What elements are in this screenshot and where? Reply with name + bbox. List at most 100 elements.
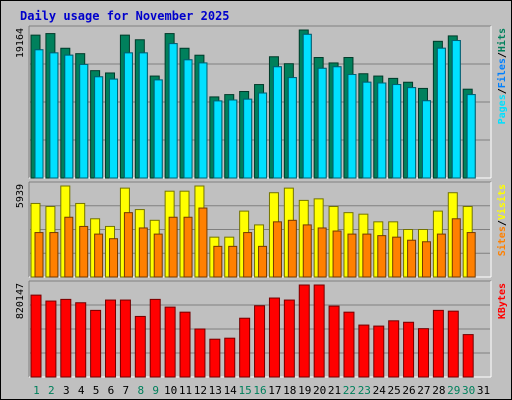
bar-sites-day-27 — [421, 241, 431, 278]
bar-kbytes-day-5 — [90, 309, 102, 378]
series-legend: Sites/Visits — [496, 184, 508, 256]
bar-sites-day-14 — [228, 245, 238, 278]
bar-kbytes-day-30 — [462, 334, 474, 378]
bar-sites-day-25 — [392, 236, 402, 278]
bar-pages-day-15 — [243, 98, 253, 179]
bar-pages-day-2 — [49, 52, 59, 179]
bar-kbytes-day-19 — [298, 284, 310, 378]
y-max-label: 5939 — [15, 184, 26, 208]
bar-kbytes-day-14 — [224, 337, 236, 378]
bar-pages-day-13 — [213, 100, 223, 179]
x-tick-label: 14 — [224, 384, 238, 397]
x-tick-label: 12 — [194, 384, 207, 397]
legend-sites: Sites — [496, 226, 508, 256]
bar-pages-day-6 — [109, 78, 119, 179]
bar-kbytes-day-29 — [447, 310, 459, 378]
bar-pages-day-24 — [377, 82, 387, 179]
x-tick-label: 11 — [179, 384, 192, 397]
x-tick-label: 6 — [108, 384, 115, 397]
bar-kbytes-day-24 — [373, 325, 385, 378]
bar-kbytes-day-1 — [30, 294, 42, 378]
bar-kbytes-day-13 — [209, 338, 221, 378]
x-tick-label: 10 — [164, 384, 177, 397]
bar-sites-day-30 — [466, 232, 476, 278]
bar-kbytes-day-18 — [283, 299, 295, 378]
bar-pages-day-12 — [198, 62, 208, 179]
x-tick-label: 19 — [298, 384, 311, 397]
x-tick-label: 16 — [253, 384, 266, 397]
chart-title: Daily usage for November 2025 — [20, 9, 230, 23]
bar-pages-day-10 — [168, 43, 178, 179]
x-tick-label: 27 — [417, 384, 430, 397]
legend-separator: / — [497, 88, 508, 94]
bar-sites-day-23 — [362, 233, 372, 278]
bar-pages-day-22 — [347, 74, 357, 179]
bar-pages-day-14 — [228, 99, 238, 179]
bar-kbytes-day-26 — [403, 321, 415, 378]
bar-sites-day-3 — [64, 216, 74, 278]
bar-sites-day-6 — [109, 238, 119, 278]
bar-sites-day-2 — [49, 232, 59, 278]
bar-sites-day-11 — [183, 216, 193, 278]
bar-sites-day-5 — [94, 233, 104, 278]
series-legend: Pages/Files/Hits — [496, 28, 508, 124]
bar-pages-day-28 — [436, 47, 446, 179]
x-tick-label: 15 — [238, 384, 251, 397]
legend-files: Files — [496, 58, 508, 88]
x-tick-label: 18 — [283, 384, 296, 397]
bar-sites-day-22 — [347, 233, 357, 278]
legend-separator: / — [497, 220, 508, 226]
bar-kbytes-day-17 — [268, 297, 280, 378]
y-max-label: 820147 — [15, 283, 26, 319]
series-legend: KBytes — [497, 283, 508, 319]
bar-kbytes-day-4 — [75, 302, 87, 378]
bar-sites-day-16 — [258, 245, 268, 278]
bar-sites-day-20 — [317, 227, 327, 278]
bar-pages-day-4 — [79, 63, 89, 179]
bar-kbytes-day-20 — [313, 284, 325, 378]
bar-kbytes-day-3 — [60, 298, 72, 378]
legend-visits: Visits — [496, 184, 508, 220]
x-tick-label: 24 — [373, 384, 387, 397]
bar-kbytes-day-23 — [358, 324, 370, 378]
bar-kbytes-day-22 — [343, 311, 355, 378]
bar-pages-day-5 — [94, 76, 104, 179]
bar-sites-day-7 — [123, 212, 133, 278]
bar-pages-day-3 — [64, 54, 74, 179]
bar-pages-day-29 — [451, 40, 461, 179]
bar-sites-day-10 — [168, 216, 178, 278]
x-tick-label: 25 — [388, 384, 401, 397]
bar-sites-day-12 — [198, 207, 208, 278]
bar-pages-day-9 — [153, 79, 163, 179]
bar-sites-day-24 — [377, 235, 387, 278]
bar-sites-day-15 — [243, 232, 253, 278]
x-tick-label: 4 — [78, 384, 85, 397]
bar-pages-day-8 — [138, 52, 148, 179]
bar-kbytes-day-9 — [149, 298, 161, 378]
bar-pages-day-11 — [183, 59, 193, 179]
x-tick-label: 30 — [462, 384, 475, 397]
x-tick-label: 2 — [48, 384, 55, 397]
x-tick-label: 9 — [152, 384, 159, 397]
x-tick-label: 7 — [123, 384, 130, 397]
bar-kbytes-day-10 — [164, 306, 176, 378]
x-tick-label: 29 — [447, 384, 460, 397]
x-tick-label: 8 — [137, 384, 144, 397]
bar-pages-day-25 — [392, 84, 402, 179]
x-tick-label: 17 — [268, 384, 281, 397]
bar-sites-day-19 — [302, 224, 312, 278]
bar-pages-day-7 — [123, 52, 133, 179]
bar-pages-day-16 — [258, 92, 268, 179]
x-tick-label: 22 — [343, 384, 356, 397]
bar-kbytes-day-2 — [45, 300, 57, 378]
bar-kbytes-day-8 — [134, 315, 146, 378]
bar-pages-day-18 — [287, 77, 297, 179]
legend-separator: / — [497, 52, 508, 58]
bar-pages-day-19 — [302, 33, 312, 179]
x-tick-label: 23 — [358, 384, 371, 397]
bar-sites-day-4 — [79, 225, 89, 278]
legend-pages: Pages — [497, 94, 508, 124]
legend-hits: Hits — [496, 28, 508, 52]
x-tick-label: 21 — [328, 384, 341, 397]
bar-pages-day-30 — [466, 94, 476, 179]
